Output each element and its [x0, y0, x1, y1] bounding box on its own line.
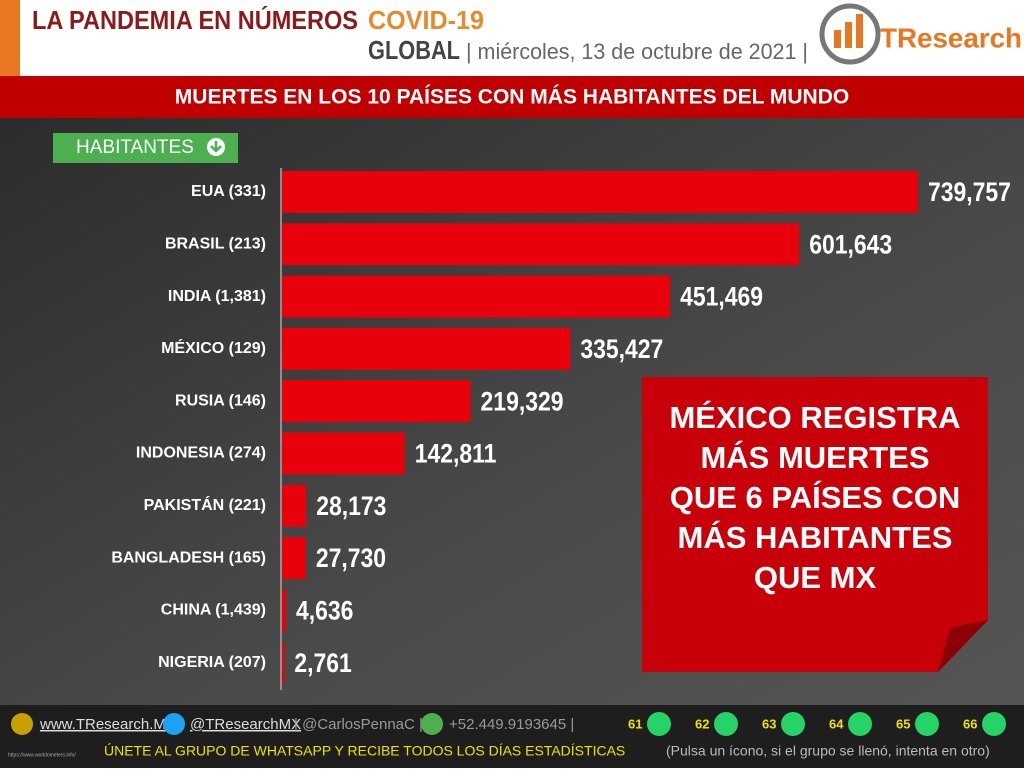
bar [282, 432, 405, 475]
value-label: 601,643 [809, 230, 892, 260]
whatsapp-icon[interactable] [781, 712, 805, 736]
value-label: 2,761 [294, 648, 351, 678]
callout-line: QUE 6 PAÍSES CON [670, 480, 961, 515]
category-label: BRASIL (213) [165, 236, 266, 253]
whatsapp-icon[interactable] [848, 712, 872, 736]
logo-icon [819, 3, 881, 65]
header-highlight: COVID-19 [368, 5, 484, 35]
sort-icon [207, 138, 225, 156]
header-scope: GLOBAL [368, 35, 460, 65]
source: https://www.worldometers.info/ [8, 752, 76, 758]
callout-line: MÁS HABITANTES [678, 520, 953, 555]
twitter-icon [163, 713, 185, 735]
bars: EUA (331) 739,757 BRASIL (213) 601,643 INDIA… [111, 171, 1011, 684]
category-label: NIGERIA (207) [158, 654, 266, 671]
callout-fold [938, 620, 988, 672]
footer-invite: ÚNETE AL GRUPO DE WHATSAPP Y RECIBE TODO… [104, 743, 625, 759]
whatsapp-icon[interactable] [714, 712, 738, 736]
bar [282, 327, 571, 370]
category-label: INDONESIA (274) [136, 445, 266, 462]
group-number: 62 [695, 716, 709, 731]
banner-bg [0, 76, 1024, 118]
twitter-link[interactable]: @TResearchMX [190, 716, 301, 733]
value-label: 28,173 [316, 491, 386, 521]
whatsapp-icon[interactable] [982, 712, 1006, 736]
whatsapp-icon[interactable] [915, 712, 939, 736]
bar [282, 537, 306, 580]
callout-box [642, 377, 988, 672]
header-date: | miércoles, 13 de octubre de 2021 | [466, 39, 808, 64]
category-label: EUA (331) [191, 183, 266, 200]
header-title: LA PANDEMIA EN NÚMEROS [32, 5, 358, 35]
whatsapp-icon[interactable] [647, 712, 671, 736]
bar [282, 589, 286, 632]
value-label: 4,636 [296, 596, 353, 626]
logo-text: TResearch [880, 22, 1022, 53]
footer-note: (Pulsa un ícono, si el grupo se llenó, i… [666, 743, 990, 759]
callout-line: QUE MX [754, 560, 877, 595]
phone-icon [421, 713, 443, 735]
value-label: 451,469 [680, 282, 763, 312]
bar [282, 484, 307, 527]
group-number: 61 [628, 716, 642, 731]
category-label: RUSIA (146) [175, 392, 266, 409]
web-icon [11, 713, 33, 735]
value-label: 335,427 [580, 334, 663, 364]
category-label: INDIA (1,381) [168, 288, 266, 305]
value-label: 739,757 [928, 177, 1011, 207]
bar [282, 171, 918, 213]
callout-text: MÉXICO REGISTRA MÁS MUERTES QUE 6 PAÍSES C… [669, 400, 960, 595]
sort-button-label: HABITANTES [76, 137, 194, 158]
value-label: 219,329 [481, 387, 564, 417]
website-link[interactable]: www.TResearch.Mx [39, 716, 174, 733]
callout-line: MÉXICO REGISTRA [669, 400, 960, 435]
value-label: 142,811 [415, 439, 497, 469]
category-label: MÉXICO (129) [161, 338, 266, 357]
whatsapp-groups: 61 62 63 64 65 66 [628, 712, 1006, 736]
value-label: 27,730 [316, 544, 386, 574]
bar [282, 380, 471, 423]
bar [282, 275, 671, 318]
group-number: 63 [762, 716, 776, 731]
banner-title: MUERTES EN LOS 10 PAÍSES CON MÁS HABITAN… [175, 86, 849, 109]
bar [282, 641, 285, 684]
group-number: 65 [896, 716, 910, 731]
callout-line: MÁS MUERTES [700, 440, 929, 475]
group-number: 64 [829, 716, 844, 731]
twitter2: | @CarlosPennaC | [294, 716, 423, 733]
group-number: 66 [963, 716, 977, 731]
category-label: CHINA (1,439) [161, 602, 266, 619]
phone: +52.449.9193645 | [449, 716, 574, 733]
category-label: PAKISTÁN (221) [144, 495, 266, 514]
bar [282, 223, 800, 266]
header-accent [0, 0, 20, 76]
category-label: BANGLADESH (165) [111, 549, 266, 566]
